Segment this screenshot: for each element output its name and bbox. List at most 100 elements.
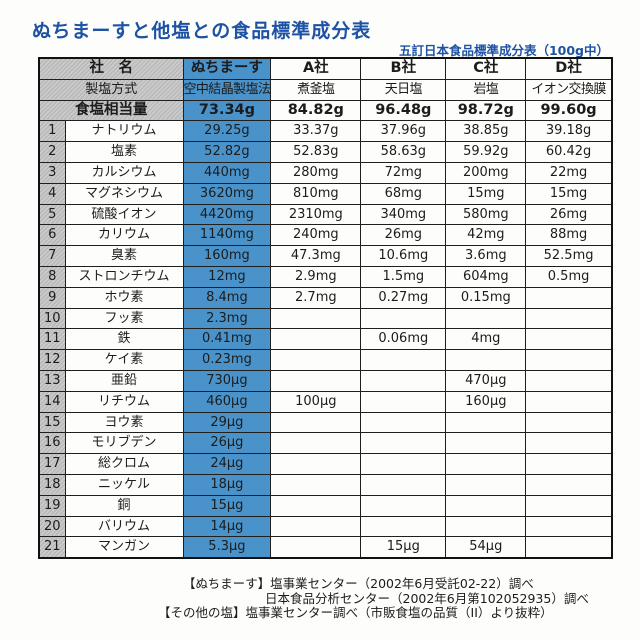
- salt-equivalent-company-d: 99.60g: [525, 99, 613, 122]
- value-nuchimasu: 4420mg: [182, 203, 272, 226]
- component-name: 臭素: [64, 245, 184, 267]
- component-name: 総クロム: [64, 453, 184, 475]
- value-company-d: 15mg: [525, 182, 613, 205]
- table-row: 8 ストロンチウム 12mg 2.9mg 1.5mg 604mg 0.5mg: [38, 265, 613, 288]
- row-number: 19: [38, 494, 66, 517]
- value-company-d: [525, 328, 613, 351]
- value-company-d: [525, 494, 613, 517]
- value-company-d: [525, 432, 613, 455]
- component-name: バリウム: [64, 515, 184, 538]
- value-company-d: [525, 473, 613, 496]
- value-nuchimasu: 0.23mg: [182, 349, 272, 371]
- row-number: 9: [38, 286, 66, 309]
- value-company-d: [525, 536, 613, 559]
- component-name: ホウ素: [64, 286, 184, 309]
- value-company-c: 200mg: [445, 161, 527, 184]
- value-company-a: [270, 349, 362, 371]
- table-row: 15 ヨウ素 29μg: [38, 411, 613, 434]
- value-nuchimasu: 460μg: [182, 390, 272, 413]
- value-company-b: 15μg: [360, 536, 447, 559]
- row-number: 4: [38, 182, 66, 205]
- value-nuchimasu: 18μg: [182, 473, 272, 496]
- value-company-a: 810mg: [270, 182, 362, 205]
- value-company-d: [525, 453, 613, 475]
- value-company-a: [270, 369, 362, 392]
- table-row: 16 モリブデン 26μg: [38, 432, 613, 455]
- row-number: 10: [38, 307, 66, 330]
- table-row: 3 カルシウム 440mg 280mg 72mg 200mg 22mg: [38, 161, 613, 184]
- component-name: ヨウ素: [64, 411, 184, 434]
- source-line-analysis-center: 日本食品分析センター（2002年6月第102052935）調べ: [265, 590, 589, 606]
- composition-table: 社 名ぬちまーす A社 B社 C社 D社 製塩方式 空中結晶製塩法 煮釜塩 天日塩 岩塩 イオン交換…: [38, 57, 613, 560]
- value-company-d: [525, 411, 613, 434]
- value-nuchimasu: 160mg: [182, 245, 272, 267]
- source-line-other-salts: 【その他の塩】塩事業センター調べ（市販食塩の品質（II）より抜粋）: [158, 605, 553, 620]
- value-company-a: [270, 515, 362, 538]
- value-company-c: [445, 432, 527, 455]
- value-company-b: 1.5mg: [360, 265, 447, 288]
- value-company-b: 68mg: [360, 182, 447, 205]
- value-company-b: 340mg: [360, 203, 447, 226]
- value-company-c: 580mg: [445, 203, 527, 226]
- value-company-d: 88mg: [525, 224, 613, 247]
- table-row: 10 フッ素 2.3mg: [38, 307, 613, 330]
- reference-note: 五訂日本食品標準成分表（100g中）: [398, 43, 609, 58]
- column-header-company-c: C社: [445, 57, 527, 80]
- component-name: ニッケル: [64, 473, 184, 496]
- value-company-d: [525, 369, 613, 392]
- column-header-nuchimasu: ぬちまーす: [182, 57, 272, 80]
- value-company-a: [270, 473, 362, 496]
- value-company-c: 42mg: [445, 224, 527, 247]
- value-company-b: [360, 432, 447, 455]
- table-row: 食塩相当量 73.34g 84.82g 96.48g 98.72g 99.60g: [38, 99, 613, 122]
- value-company-c: 4mg: [445, 328, 527, 351]
- value-nuchimasu: 24μg: [182, 453, 272, 475]
- component-name: リチウム: [64, 390, 184, 413]
- row-number: 18: [38, 473, 66, 496]
- value-company-d: [525, 286, 613, 309]
- value-company-b: [360, 349, 447, 371]
- value-company-d: 52.5mg: [525, 245, 613, 267]
- page-title: ぬちまーすと他塩との食品標準成分表: [32, 20, 372, 42]
- row-number: 3: [38, 161, 66, 184]
- value-company-b: [360, 411, 447, 434]
- value-company-b: 58.63g: [360, 141, 447, 163]
- value-company-a: 2.7mg: [270, 286, 362, 309]
- value-company-a: 240mg: [270, 224, 362, 247]
- value-company-b: [360, 494, 447, 517]
- value-company-c: [445, 307, 527, 330]
- table-row: 6 カリウム 1140mg 240mg 26mg 42mg 88mg: [38, 224, 613, 247]
- value-nuchimasu: 730μg: [182, 369, 272, 392]
- salt-equivalent-nuchimasu: 73.34g: [182, 99, 272, 122]
- value-company-c: 54μg: [445, 536, 527, 559]
- row-number: 7: [38, 245, 66, 267]
- value-company-b: 0.06mg: [360, 328, 447, 351]
- value-company-d: 26mg: [525, 203, 613, 226]
- component-name: マグネシウム: [64, 182, 184, 205]
- value-company-b: [360, 453, 447, 475]
- value-company-b: 37.96g: [360, 120, 447, 143]
- table-row: 21 マンガン 5.3μg 15μg 54μg: [38, 536, 613, 559]
- table-row: 11 鉄 0.41mg 0.06mg 4mg: [38, 328, 613, 351]
- row-number: 21: [38, 536, 66, 559]
- value-company-a: [270, 453, 362, 475]
- component-name: モリブデン: [64, 432, 184, 455]
- row-number: 8: [38, 265, 66, 288]
- value-company-c: [445, 453, 527, 475]
- value-company-a: 2.9mg: [270, 265, 362, 288]
- row-number: 11: [38, 328, 66, 351]
- component-name: 鉄: [64, 328, 184, 351]
- row-number: 6: [38, 224, 66, 247]
- table-row: 12 ケイ素 0.23mg: [38, 349, 613, 371]
- value-company-b: [360, 369, 447, 392]
- row-number: 1: [38, 120, 66, 143]
- component-name: フッ素: [64, 307, 184, 330]
- value-nuchimasu: 0.41mg: [182, 328, 272, 351]
- value-company-c: [445, 515, 527, 538]
- row-number: 17: [38, 453, 66, 475]
- table-row: 18 ニッケル 18μg: [38, 473, 613, 496]
- value-company-c: [445, 411, 527, 434]
- component-name: マンガン: [64, 536, 184, 559]
- row-number: 14: [38, 390, 66, 413]
- value-company-a: [270, 494, 362, 517]
